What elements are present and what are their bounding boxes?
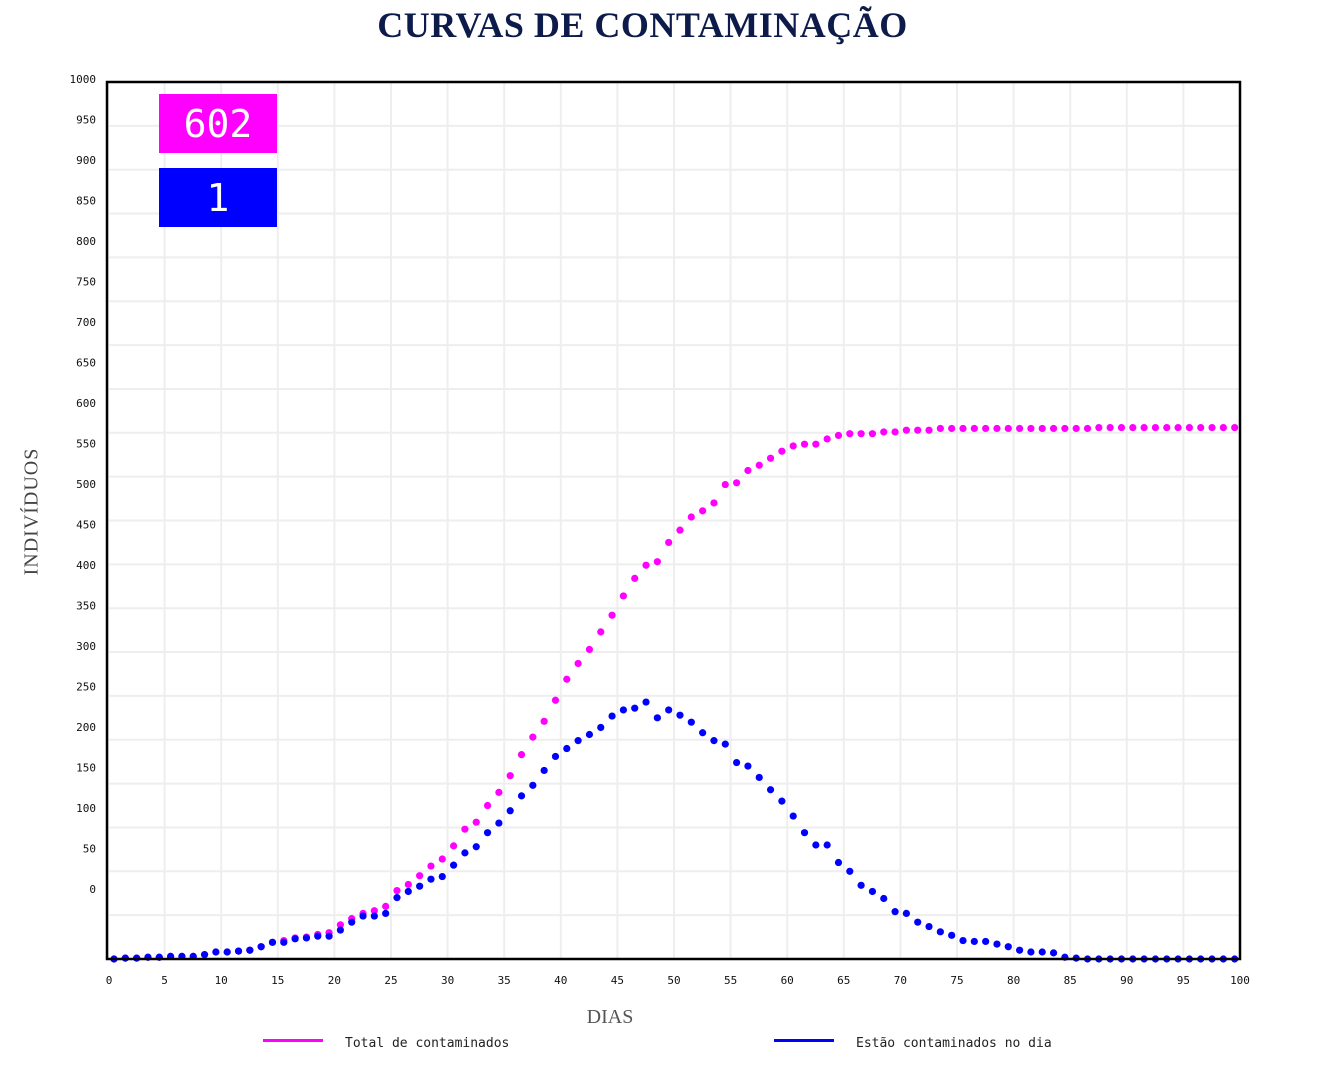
svg-text:750: 750 xyxy=(76,276,96,289)
x-axis-label: DIAS xyxy=(586,1006,634,1028)
svg-text:15: 15 xyxy=(271,974,284,987)
svg-text:55: 55 xyxy=(724,974,737,987)
svg-text:150: 150 xyxy=(76,762,96,775)
svg-text:250: 250 xyxy=(76,681,96,694)
svg-text:1000: 1000 xyxy=(70,73,97,86)
svg-text:90: 90 xyxy=(1120,974,1133,987)
svg-text:600: 600 xyxy=(76,397,96,410)
svg-text:80: 80 xyxy=(1007,974,1020,987)
svg-text:300: 300 xyxy=(76,640,96,653)
svg-text:70: 70 xyxy=(894,974,907,987)
total-counter-badge: 602 xyxy=(159,94,277,153)
svg-text:95: 95 xyxy=(1177,974,1190,987)
svg-text:50: 50 xyxy=(83,843,96,856)
svg-text:900: 900 xyxy=(76,154,96,167)
svg-text:25: 25 xyxy=(384,974,397,987)
svg-text:40: 40 xyxy=(554,974,567,987)
data-points xyxy=(110,423,1239,963)
today-counter-value: 1 xyxy=(206,175,230,220)
svg-text:5: 5 xyxy=(161,974,168,987)
svg-text:10: 10 xyxy=(215,974,228,987)
svg-text:50: 50 xyxy=(667,974,680,987)
legend-swatch-today xyxy=(774,1039,834,1042)
plot-frame xyxy=(105,80,1242,961)
svg-text:700: 700 xyxy=(76,316,96,329)
svg-text:450: 450 xyxy=(76,519,96,532)
svg-text:550: 550 xyxy=(76,438,96,451)
legend-label-total: Total de contaminados xyxy=(345,1036,510,1051)
x-axis-ticks: 0 5 10 15 20 25 30 35 40 45 50 55 60 65 70 75 80 85 90 95 10… xyxy=(106,974,1250,987)
legend-item-today: Estão contaminados no dia xyxy=(774,1036,1052,1051)
svg-text:45: 45 xyxy=(611,974,624,987)
legend-label-today: Estão contaminados no dia xyxy=(856,1036,1052,1051)
svg-text:60: 60 xyxy=(781,974,794,987)
svg-text:65: 65 xyxy=(837,974,850,987)
svg-text:0: 0 xyxy=(106,974,113,987)
total-counter-value: 602 xyxy=(183,101,253,146)
svg-text:850: 850 xyxy=(76,195,96,208)
legend-swatch-total xyxy=(263,1039,323,1042)
svg-text:350: 350 xyxy=(76,600,96,613)
svg-text:800: 800 xyxy=(76,235,96,248)
svg-text:20: 20 xyxy=(328,974,341,987)
svg-text:400: 400 xyxy=(76,559,96,572)
svg-text:200: 200 xyxy=(76,721,96,734)
chart-title: CURVAS DE CONTAMINAÇÃO xyxy=(377,5,908,45)
svg-text:650: 650 xyxy=(76,357,96,370)
svg-text:100: 100 xyxy=(76,802,96,815)
svg-text:500: 500 xyxy=(76,478,96,491)
svg-text:35: 35 xyxy=(498,974,511,987)
svg-text:0: 0 xyxy=(89,883,96,896)
today-counter-badge: 1 xyxy=(159,168,277,227)
svg-text:75: 75 xyxy=(950,974,963,987)
svg-text:950: 950 xyxy=(76,114,96,127)
svg-text:100: 100 xyxy=(1230,974,1250,987)
y-axis-ticks: 1000950900850800750700650600550500450400… xyxy=(70,73,97,896)
grid-lines xyxy=(107,81,1241,960)
svg-text:30: 30 xyxy=(441,974,454,987)
legend-item-total: Total de contaminados xyxy=(263,1036,509,1051)
svg-text:85: 85 xyxy=(1064,974,1077,987)
